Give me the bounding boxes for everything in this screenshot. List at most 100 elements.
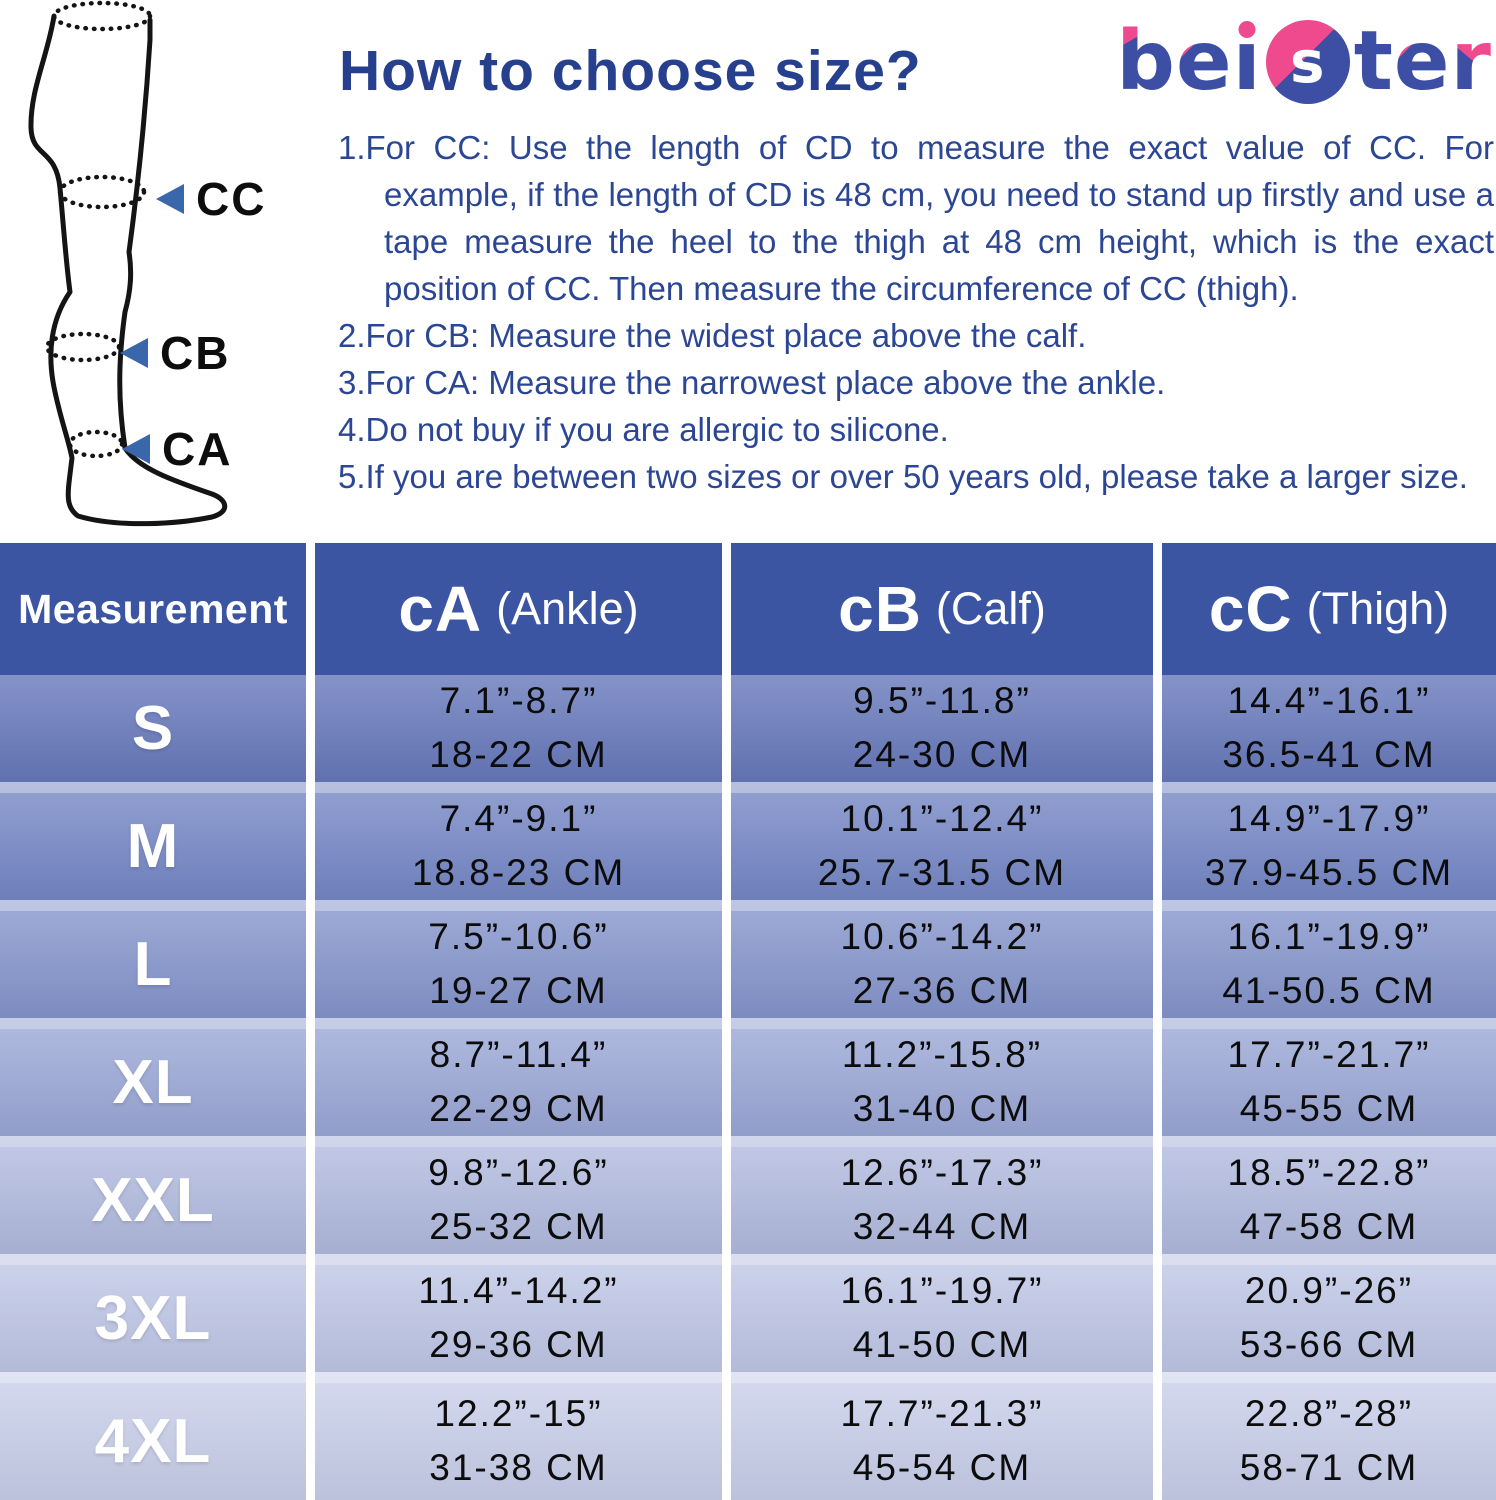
instruction-item-4: 4.Do not buy if you are allergic to sili… xyxy=(338,411,949,448)
instruction-item-5: 5.If you are between two sizes or over 5… xyxy=(338,458,1468,495)
header-abbr: cB xyxy=(838,573,922,645)
size-label-cell-S: S xyxy=(0,675,306,793)
table-cell-XXL-ca: 9.8”-12.6” 25-32 CM xyxy=(315,1147,722,1265)
arrow-left-icon xyxy=(156,184,184,214)
header-cc: cC (Thigh) xyxy=(1162,543,1496,675)
ca-label: CA xyxy=(162,423,233,475)
range-inches: 9.8”-12.6” xyxy=(428,1152,609,1194)
ca-ankle-dotted-ellipse xyxy=(67,429,125,459)
arrow-left-icon xyxy=(120,338,148,368)
instruction-item-1: 1.For CC: Use the length of CD to measur… xyxy=(338,129,1494,307)
size-label-cell-XXL: XXL xyxy=(0,1147,306,1265)
table-cell-L-cb: 10.6”-14.2” 27-36 CM xyxy=(731,911,1153,1029)
range-inches: 9.5”-11.8” xyxy=(853,680,1031,722)
table-cell-S-cb: 9.5”-11.8” 24-30 CM xyxy=(731,675,1153,793)
range-inches: 10.1”-12.4” xyxy=(840,798,1044,840)
range-inches: 14.4”-16.1” xyxy=(1227,680,1431,722)
leg-measurement-diagram: CC CB CA xyxy=(6,0,336,543)
table-cell-XXL-cb: 12.6”-17.3” 32-44 CM xyxy=(731,1147,1153,1265)
range-cm: 32-44 CM xyxy=(852,1206,1032,1247)
table-cell-XL-cb: 11.2”-15.8” 31-40 CM xyxy=(731,1029,1153,1147)
range-inches: 10.6”-14.2” xyxy=(840,916,1044,958)
ca-marker: CA xyxy=(122,422,232,476)
range-inches: 18.5”-22.8” xyxy=(1227,1152,1431,1194)
top-thigh-dotted-ellipse xyxy=(51,0,153,32)
header-abbr: cA xyxy=(398,573,483,645)
range-inches: 20.9”-26” xyxy=(1244,1270,1414,1312)
size-label: 3XL xyxy=(94,1284,212,1353)
size-label-cell-M: M xyxy=(0,793,306,911)
range-inches: 12.2”-15” xyxy=(434,1393,603,1435)
range-inches: 14.9”-17.9” xyxy=(1227,798,1431,840)
column-cb: cB (Calf) 9.5”-11.8” 24-30 CM 10.1”-12.4” 25.… xyxy=(731,543,1153,1500)
logo-letter-e: e xyxy=(1393,14,1451,109)
size-label-cell-L: L xyxy=(0,911,306,1029)
size-label: 4XL xyxy=(94,1407,212,1476)
arrow-left-icon xyxy=(122,434,150,464)
instruction-item-2: 2.For CB: Measure the widest place above… xyxy=(338,317,1087,354)
table-cell-L-ca: 7.5”-10.6” 19-27 CM xyxy=(315,911,722,1029)
range-inches: 22.8”-28” xyxy=(1244,1393,1414,1435)
range-cm: 18.8-23 CM xyxy=(411,852,626,893)
cb-label: CB xyxy=(160,327,231,379)
range-cm: 41-50.5 CM xyxy=(1222,970,1436,1011)
table-cell-4XL-cb: 17.7”-21.3” 45-54 CM xyxy=(731,1383,1153,1500)
table-cell-S-ca: 7.1”-8.7” 18-22 CM xyxy=(315,675,722,793)
range-cm: 19-27 CM xyxy=(429,970,608,1011)
logo-letter-r: r xyxy=(1450,14,1492,109)
size-label: S xyxy=(131,694,175,763)
table-cell-3XL-ca: 11.4”-14.2” 29-36 CM xyxy=(315,1265,722,1383)
header-body-part: (Ankle) xyxy=(496,583,639,634)
size-label-cell-4XL: 4XL xyxy=(0,1383,306,1500)
table-cell-M-cb: 10.1”-12.4” 25.7-31.5 CM xyxy=(731,793,1153,911)
header-body-part: (Thigh) xyxy=(1306,583,1450,634)
range-inches: 11.2”-15.8” xyxy=(841,1034,1043,1076)
range-cm: 22-29 CM xyxy=(429,1088,608,1129)
table-cell-S-cc: 14.4”-16.1” 36.5-41 CM xyxy=(1162,675,1496,793)
range-cm: 24-30 CM xyxy=(852,734,1032,775)
header-abbr: cC xyxy=(1208,573,1293,645)
range-cm: 47-58 CM xyxy=(1239,1206,1419,1247)
size-label: L xyxy=(133,930,173,999)
table-cell-XL-ca: 8.7”-11.4” 22-29 CM xyxy=(315,1029,722,1147)
header-ca: cA (Ankle) xyxy=(315,543,722,675)
logo-letter-i: ı xyxy=(1232,14,1262,109)
column-measurement: Measurement S M L XL XXL 3XL 4XL xyxy=(0,543,306,1500)
range-inches: 17.7”-21.3” xyxy=(840,1393,1044,1435)
column-ca: cA (Ankle) 7.1”-8.7” 18-22 CM 7.4”-9.1” 18.8-… xyxy=(315,543,722,1500)
range-inches: 8.7”-11.4” xyxy=(429,1034,608,1076)
logo-letter-b: b xyxy=(1116,14,1176,109)
range-cm: 31-40 CM xyxy=(852,1088,1032,1129)
size-label-cell-XL: XL xyxy=(0,1029,306,1147)
range-inches: 12.6”-17.3” xyxy=(840,1152,1044,1194)
instructions-list: 1.For CC: Use the length of CD to measur… xyxy=(338,124,1494,500)
table-cell-4XL-cc: 22.8”-28” 58-71 CM xyxy=(1162,1383,1496,1500)
header-measurement: Measurement xyxy=(0,543,306,675)
size-chart-table: Measurement S M L XL XXL 3XL 4XL cA (Ankle) 7.1”-8… xyxy=(0,543,1496,1500)
range-cm: 18-22 CM xyxy=(429,734,608,775)
instruction-item-3: 3.For CA: Measure the narrowest place ab… xyxy=(338,364,1166,401)
range-inches: 16.1”-19.9” xyxy=(1227,916,1431,958)
range-cm: 27-36 CM xyxy=(852,970,1032,1011)
table-cell-M-cc: 14.9”-17.9” 37.9-45.5 CM xyxy=(1162,793,1496,911)
range-cm: 36.5-41 CM xyxy=(1222,734,1436,775)
leg-outline-path xyxy=(28,13,228,527)
table-cell-4XL-ca: 12.2”-15” 31-38 CM xyxy=(315,1383,722,1500)
cc-marker: CC xyxy=(156,172,266,226)
range-cm: 41-50 CM xyxy=(852,1324,1032,1365)
range-inches: 7.1”-8.7” xyxy=(439,680,598,722)
range-cm: 29-36 CM xyxy=(429,1324,608,1365)
column-cc: cC (Thigh) 14.4”-16.1” 36.5-41 CM 14.9”-17.9… xyxy=(1162,543,1496,1500)
logo-letter-e: e xyxy=(1175,14,1233,109)
header-cb: cB (Calf) xyxy=(731,543,1153,675)
range-cm: 45-55 CM xyxy=(1239,1088,1419,1129)
range-inches: 7.4”-9.1” xyxy=(439,798,598,840)
table-cell-XXL-cc: 18.5”-22.8” 47-58 CM xyxy=(1162,1147,1496,1265)
range-cm: 25.7-31.5 CM xyxy=(817,852,1067,893)
range-cm: 45-54 CM xyxy=(852,1447,1032,1488)
logo-letter-t: t xyxy=(1353,14,1394,109)
range-cm: 53-66 CM xyxy=(1239,1324,1419,1365)
cc-thigh-dotted-ellipse xyxy=(57,174,147,210)
